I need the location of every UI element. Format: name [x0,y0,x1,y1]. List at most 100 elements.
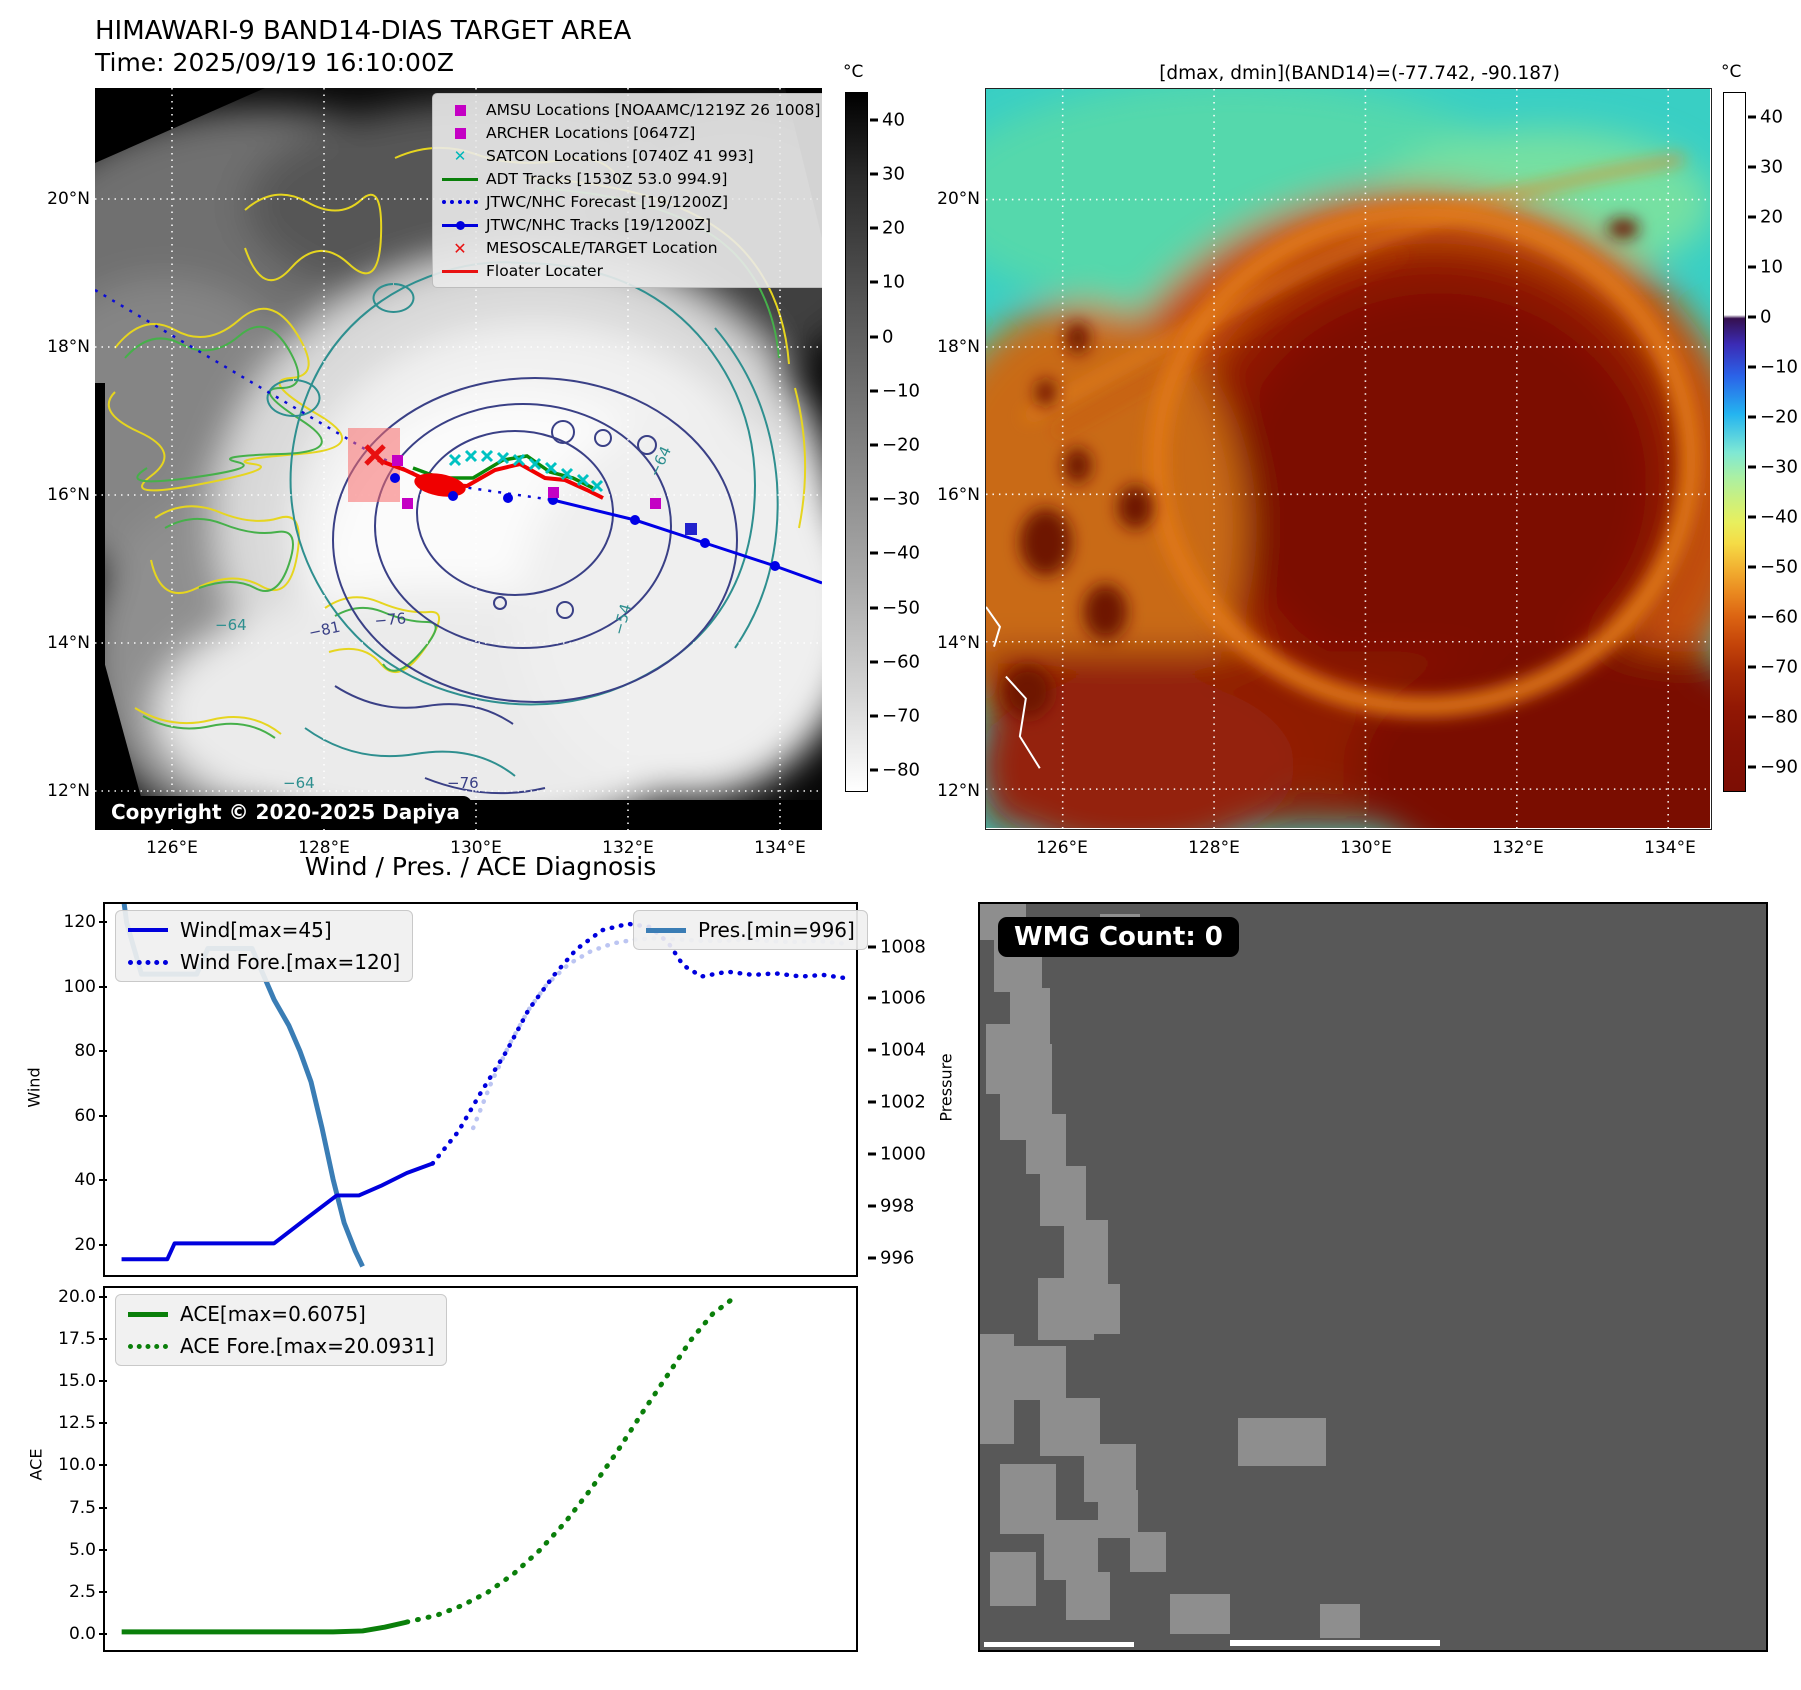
svg-text:−76: −76 [374,609,407,630]
pressure-forecast-line [470,936,844,1131]
ace-yticks-label: 10.0 [58,1455,107,1475]
ace-dotted-swatch-icon [128,1343,168,1349]
wind-yticks-label: 40 [74,1170,107,1190]
amsu-archer-squares [392,455,661,509]
band14-colorbar-ticks-label: −60 [870,651,920,673]
timestamp: Time: 2025/09/19 16:10:00Z [95,48,454,77]
ace-yticks-label: 2.5 [68,1582,108,1602]
awv-colorbar-ticks-label: 20 [1748,206,1783,228]
ace-yticks-label: 12.5 [58,1413,107,1433]
wind-axis-label: Wind [24,1067,44,1108]
band14-colorbar-unit: °C [843,62,864,82]
awv-colorbar [1723,92,1746,792]
band14-colorbar-ticks-label: 20 [870,217,905,239]
legend-item: JTWC/NHC Tracks [19/1200Z] [442,215,822,235]
awv-lon-ticks-label: 126°E [1036,838,1088,858]
band14-lat-ticks: 20°N 18°N 16°N 14°N 12°N [30,88,90,830]
wind-yticks-label: 60 [74,1106,107,1126]
awv-lon-ticks-label: 132°E [1492,838,1544,858]
svg-text:−64: −64 [283,774,315,792]
awv-lat-ticks-label: 14°N [937,633,980,653]
legend-item: JTWC/NHC Forecast [19/1200Z] [442,192,822,212]
wmg-land-mask [980,904,1440,1647]
legend-item: MESOSCALE/TARGET Location [442,238,822,258]
wind-yticks-label: 80 [74,1041,107,1061]
wmg-panel: WMG Count: 0 [978,902,1768,1652]
pressure-yticks-label: 996 [867,1247,915,1269]
ace-yticks-label: 15.0 [58,1371,107,1391]
band14-lon-ticks-label: 134°E [754,838,806,858]
awv-lon-ticks-label: 128°E [1188,838,1240,858]
svg-text:−76: −76 [447,774,479,792]
awv-colorbar-ticks-label: −80 [1748,706,1798,728]
awv-lat-ticks-label: 18°N [937,337,980,357]
wmg-count-badge: WMG Count: 0 [998,917,1239,957]
awv-colorbar-ticks-label: −90 [1748,756,1798,778]
awv-lon-ticks-label: 134°E [1644,838,1696,858]
wind-forecast-line [430,921,848,1166]
mesoscale-target-x-icon [364,444,386,466]
awv-colorbar-ticks-label: −40 [1748,506,1798,528]
ace-series [121,1294,738,1635]
ace-plot: ACE[max=0.6075] ACE Fore.[max=20.0931] [103,1286,858,1652]
pressure-yticks-label: 1000 [868,1143,926,1165]
band14-lat-ticks-label: 12°N [47,781,90,801]
awv-colorbar-ticks-label: −60 [1748,606,1798,628]
ace-yticks: 20.0 17.5 15.0 12.5 10.0 7.5 5.0 2.5 0.0 [36,1286,108,1652]
ace-yticks-label: 0.0 [68,1624,108,1644]
wind-observed-line [121,1161,434,1262]
red-x-icon [442,239,478,258]
wind-yticks: 120 100 80 60 40 20 [36,902,108,1277]
blue-dotted-line-icon [442,200,478,204]
cyan-x-icon [442,147,478,165]
band14-colorbar-ticks-label: −20 [870,434,920,456]
awv-colorbar-unit: °C [1721,62,1742,82]
jtwc-forecast-approach-line [95,288,376,457]
legend-item: AMSU Locations [NOAAMC/1219Z 26 1008] [442,100,822,120]
band14-colorbar-ticks-label: −50 [870,597,920,619]
wind-yticks-label: 100 [63,977,108,997]
wind-yticks-label: 120 [63,912,108,932]
awv-colorbar-ticks-label: 30 [1748,156,1783,178]
band14-colorbar-ticks-label: 10 [870,271,905,293]
band14-colorbar-ticks-label: −40 [870,542,920,564]
ace-yticks-label: 17.5 [58,1329,107,1349]
storm-annotations [95,288,822,585]
awv-map-panel [985,88,1712,830]
map-legend: AMSU Locations [NOAAMC/1219Z 26 1008] AR… [432,93,822,288]
pressure-axis-label: Pressure [936,1053,956,1122]
awv-colorbar-ticks-label: 40 [1748,106,1783,128]
awv-lat-ticks: 20°N 18°N 16°N 14°N 12°N [920,88,980,830]
legend-item: Floater Locater [442,261,822,281]
ace-yticks-label: 20.0 [58,1287,107,1307]
pressure-yticks-label: 1008 [868,936,926,958]
legend-item: SATCON Locations [0740Z 41 993] [442,146,822,166]
wind-dotted-swatch-icon [128,959,168,965]
floater-dense-cluster [414,473,466,497]
awv-satellite-imagery [986,89,1711,829]
band14-map-panel: −81 −76 −64 −64 −54 −64 −76 AMSU Locatio… [95,88,822,830]
band14-lon-ticks-label: 126°E [146,838,198,858]
ace-forecast-line [404,1294,738,1625]
ace-axis-label: ACE [26,1448,46,1481]
awv-colorbar-ticks-label: 10 [1748,256,1783,278]
band14-lat-ticks-label: 18°N [47,337,90,357]
pressure-yticks-label: 1006 [868,987,926,1009]
ace-yticks-label: 5.0 [68,1540,108,1560]
green-line-icon [442,177,478,181]
awv-cold-spots [1003,218,1640,718]
diagnosis-title: Wind / Pres. / ACE Diagnosis [304,852,657,881]
jtwc-fix-square [685,523,697,535]
ace-legend: ACE[max=0.6075] ACE Fore.[max=20.0931] [115,1294,448,1366]
pressure-legend: Pres.[min=996] [633,910,868,950]
awv-colorbar-ticks-label: −70 [1748,656,1798,678]
awv-streaks [1024,155,1702,717]
band14-lon-ticks-label: 130°E [450,838,502,858]
band14-lat-ticks-label: 16°N [47,485,90,505]
band14-colorbar-ticks-label: −30 [870,488,920,510]
legend-item: ARCHER Locations [0647Z] [442,123,822,143]
graticule [986,89,1710,828]
wind-solid-swatch-icon [128,928,168,932]
band14-colorbar-ticks-label: 30 [870,163,905,185]
